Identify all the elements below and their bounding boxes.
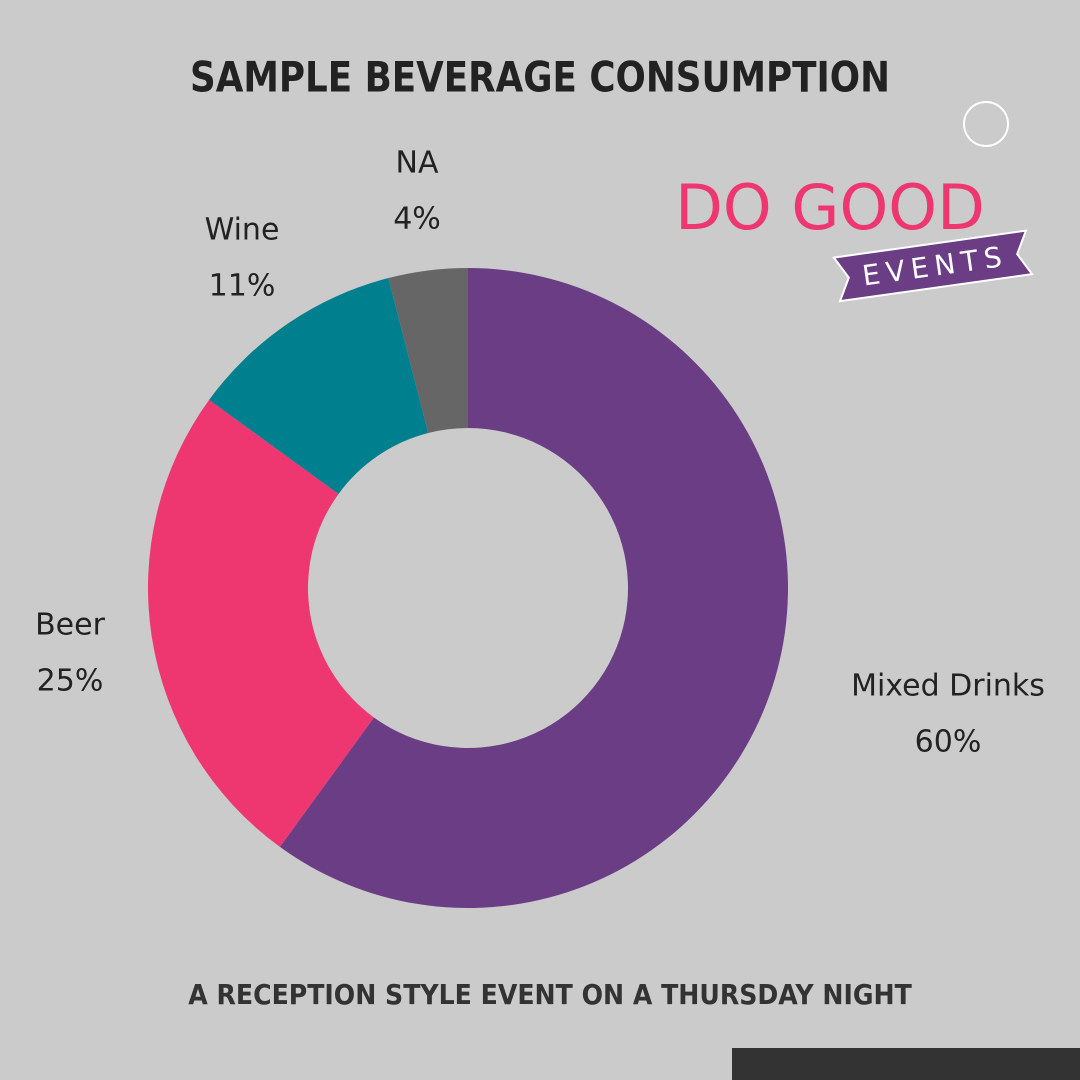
donut-slice [388, 268, 468, 434]
ribbon [832, 229, 1034, 303]
donut-slice [279, 268, 789, 908]
chart-subtitle: A RECEPTION STYLE EVENT ON A THURSDAY NI… [188, 979, 912, 1012]
slice-label: NA [396, 146, 439, 181]
donut-slice [209, 278, 429, 494]
slice-value-label: 4% [393, 202, 441, 237]
donut-slice [147, 399, 374, 847]
slice-label: Beer [35, 608, 105, 643]
slice-label: Wine [205, 213, 280, 248]
slice-label: Mixed Drinks [851, 669, 1045, 704]
decor-bar [732, 1048, 1080, 1080]
slice-value-label: 11% [209, 269, 276, 304]
logo-text: DO GOOD [675, 171, 985, 244]
slice-value-label: 25% [37, 664, 104, 699]
chart-title: SAMPLE BEVERAGE CONSUMPTION [190, 54, 890, 102]
decor-circle [963, 101, 1009, 147]
slice-value-label: 60% [915, 725, 982, 760]
